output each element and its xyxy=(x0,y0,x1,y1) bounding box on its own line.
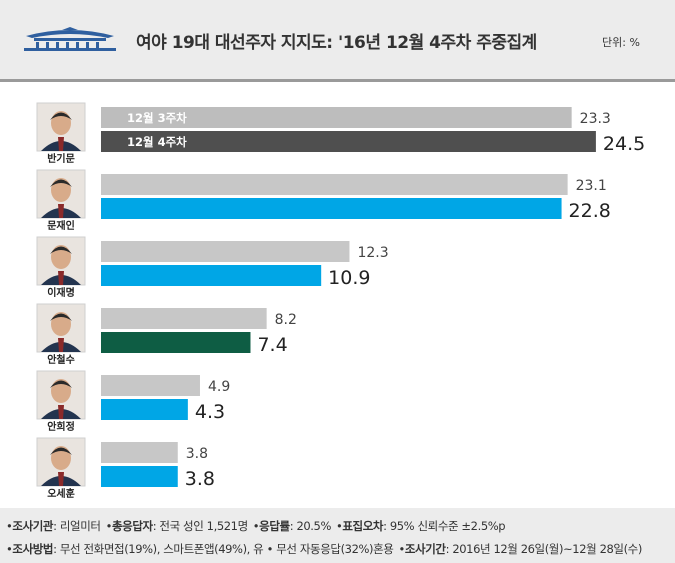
avatar-hair xyxy=(50,313,72,321)
header: 여야 19대 대선주자 지지도: '16년 12월 4주차 주중집계 단위: % xyxy=(0,0,675,82)
avatar-face xyxy=(51,446,71,470)
survey-info-label: 총응답자 xyxy=(111,519,153,533)
bar-current-week xyxy=(101,198,562,219)
page-title: 여야 19대 대선주자 지지도: '16년 12월 4주차 주중집계 xyxy=(136,33,537,53)
survey-info-value: : 무선 전화면접(19%), 스마트폰앱(49%), 유 • 무선 자동응답(… xyxy=(53,542,394,556)
bar-prev-week xyxy=(101,442,178,463)
bullet: • xyxy=(398,542,405,556)
bar-prev-week xyxy=(101,308,267,329)
survey-info-line-2: •조사방법: 무선 전화면접(19%), 스마트폰앱(49%), 유 • 무선 … xyxy=(6,541,642,557)
survey-info-value: : 리얼미터 xyxy=(53,519,101,533)
candidate-name: 이재명 xyxy=(47,286,75,299)
value-label-current-week: 24.5 xyxy=(603,133,645,155)
value-label-prev-week: 12.3 xyxy=(357,245,388,261)
value-label-current-week: 10.9 xyxy=(328,267,370,289)
unit-label: 단위: % xyxy=(602,36,640,49)
survey-info-item: •조사기간: 2016년 12월 26일(월)~12월 28일(수) xyxy=(398,542,643,556)
survey-info-item: •응답률: 20.5% xyxy=(252,519,332,533)
bar-current-week xyxy=(101,265,322,286)
candidate-name: 안희정 xyxy=(47,420,75,433)
blue-house-roof-icon xyxy=(24,27,116,51)
bullet: • xyxy=(6,519,13,533)
survey-info-value: : 전국 성인 1,521명 xyxy=(152,519,248,533)
avatar-face xyxy=(51,178,71,202)
avatar-hair xyxy=(50,179,72,187)
bar-prev-week xyxy=(101,241,350,262)
survey-info-label: 조사방법 xyxy=(12,542,54,556)
bar-prev-week xyxy=(101,174,568,195)
legend-label-current-week: 12월 4주차 xyxy=(127,135,187,149)
survey-info-footer: •조사기관: 리얼미터 •총응답자: 전국 성인 1,521명 •응답률: 20.5… xyxy=(0,508,675,563)
avatar-tie xyxy=(58,204,64,218)
value-label-prev-week: 23.3 xyxy=(580,111,611,127)
bar-current-week xyxy=(101,332,251,353)
survey-info-label: 조사기간 xyxy=(404,542,446,556)
value-label-prev-week: 23.1 xyxy=(576,178,607,194)
avatar-hair xyxy=(50,246,72,254)
avatar-face xyxy=(51,111,71,135)
value-label-prev-week: 8.2 xyxy=(275,312,297,328)
candidate-name: 반기문 xyxy=(47,152,75,165)
survey-info-label: 표집오차 xyxy=(342,519,384,533)
value-label-prev-week: 3.8 xyxy=(186,446,208,462)
survey-info-item: •총응답자: 전국 성인 1,521명 xyxy=(105,519,249,533)
survey-info-value: : 95% 신뢰수준 ±2.5%p xyxy=(383,519,506,533)
avatar-hair xyxy=(50,112,72,120)
avatar-hair xyxy=(50,380,72,388)
candidate-name: 오세훈 xyxy=(47,487,75,500)
avatar-tie xyxy=(58,405,64,419)
survey-info-item: •표집오차: 95% 신뢰수준 ±2.5%p xyxy=(335,519,506,533)
survey-info-value: : 20.5% xyxy=(289,519,332,533)
avatar-tie xyxy=(58,271,64,285)
avatar-hair xyxy=(50,447,72,455)
bar-prev-week xyxy=(101,375,200,396)
survey-info-label: 응답률 xyxy=(259,519,290,533)
avatar-tie xyxy=(58,137,64,151)
avatar-face xyxy=(51,312,71,336)
survey-info-value: : 2016년 12월 26일(월)~12월 28일(수) xyxy=(445,542,643,556)
value-label-current-week: 7.4 xyxy=(257,334,287,356)
bar-prev-week xyxy=(101,107,572,128)
avatar-face xyxy=(51,245,71,269)
bullet: • xyxy=(6,542,13,556)
legend-label-prev-week: 12월 3주차 xyxy=(127,111,187,125)
avatar-tie xyxy=(58,472,64,486)
avatar-tie xyxy=(58,338,64,352)
value-label-prev-week: 4.9 xyxy=(208,379,230,395)
bullet: • xyxy=(105,519,113,533)
bullet: • xyxy=(335,519,343,533)
bar-current-week xyxy=(101,399,188,420)
survey-info-item: •조사기관: 리얼미터 xyxy=(6,519,101,533)
candidate-name: 문재인 xyxy=(47,219,75,232)
value-label-current-week: 3.8 xyxy=(185,468,215,490)
survey-info-line-1: •조사기관: 리얼미터 •총응답자: 전국 성인 1,521명 •응답률: 20.5… xyxy=(6,518,506,534)
candidate-name: 안철수 xyxy=(47,353,75,366)
bullet: • xyxy=(252,519,260,533)
avatar-face xyxy=(51,379,71,403)
value-label-current-week: 4.3 xyxy=(195,401,225,423)
bar-current-week xyxy=(101,466,178,487)
survey-info-label: 조사기관 xyxy=(12,519,54,533)
value-label-current-week: 22.8 xyxy=(569,200,611,222)
survey-info-item: •조사방법: 무선 전화면접(19%), 스마트폰앱(49%), 유 • 무선 … xyxy=(6,542,394,556)
bar-current-week xyxy=(101,131,596,152)
